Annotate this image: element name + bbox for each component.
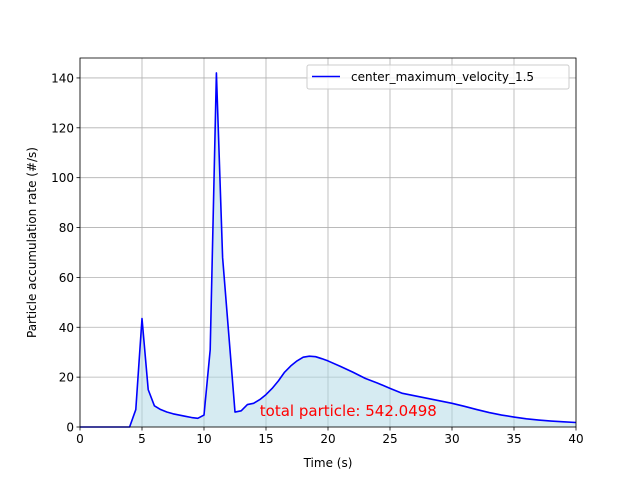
x-tick-label: 40	[568, 432, 583, 446]
x-tick-label: 0	[76, 432, 84, 446]
legend-box	[306, 64, 570, 90]
y-tick-label: 80	[59, 221, 74, 235]
x-tick-label: 10	[196, 432, 211, 446]
y-tick-label: 20	[59, 371, 74, 385]
total-particle-annotation: total particle: 542.0498	[260, 402, 437, 420]
legend: center_maximum_velocity_1.5	[306, 64, 570, 90]
y-tick-label: 100	[51, 171, 74, 185]
y-axis-label: Particle accumulation rate (#/s)	[25, 147, 39, 338]
series-line-layer	[80, 72, 577, 428]
legend-label: center_maximum_velocity_1.5	[351, 70, 534, 84]
y-tick-label: 0	[66, 421, 74, 435]
x-tick-label: 30	[444, 432, 459, 446]
y-tick-label: 60	[59, 271, 74, 285]
y-tick-label: 140	[51, 71, 74, 85]
ticks: 0 5 10 15 20 25 30 35 40 0 20 40 60 80 100 120 140	[51, 71, 584, 446]
x-tick-label: 35	[506, 432, 521, 446]
y-tick-label: 40	[59, 321, 74, 335]
x-tick-label: 20	[320, 432, 335, 446]
x-axis-label: Time (s)	[303, 456, 353, 470]
x-tick-label: 25	[382, 432, 397, 446]
series-line	[80, 72, 577, 428]
y-tick-label: 120	[51, 121, 74, 135]
x-tick-label: 5	[138, 432, 146, 446]
x-tick-label: 15	[258, 432, 273, 446]
